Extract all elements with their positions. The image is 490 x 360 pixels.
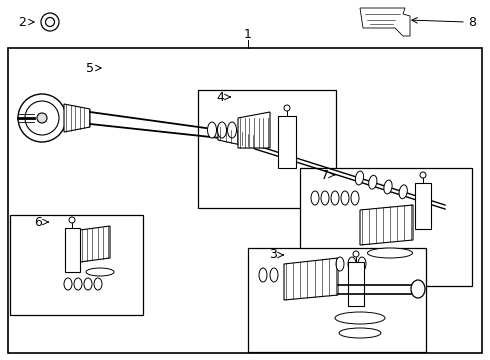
Polygon shape <box>284 258 338 300</box>
Ellipse shape <box>207 122 217 138</box>
Ellipse shape <box>270 268 278 282</box>
Text: 2: 2 <box>18 15 26 28</box>
Ellipse shape <box>351 191 359 205</box>
Ellipse shape <box>358 257 366 271</box>
Bar <box>10 215 143 315</box>
Text: 7: 7 <box>321 168 329 181</box>
Polygon shape <box>64 104 90 132</box>
Polygon shape <box>360 8 410 36</box>
Ellipse shape <box>335 312 385 324</box>
Ellipse shape <box>64 278 72 290</box>
Ellipse shape <box>384 180 392 194</box>
Circle shape <box>46 18 54 27</box>
Circle shape <box>18 94 66 142</box>
Circle shape <box>69 217 75 223</box>
Bar <box>278 116 296 168</box>
Circle shape <box>25 101 59 135</box>
Ellipse shape <box>368 175 377 189</box>
Bar <box>248 248 426 352</box>
Ellipse shape <box>336 257 344 271</box>
Polygon shape <box>10 62 224 165</box>
Polygon shape <box>238 112 270 148</box>
Text: 1: 1 <box>244 27 252 41</box>
Bar <box>65 228 80 272</box>
Ellipse shape <box>368 248 413 258</box>
Polygon shape <box>198 90 336 208</box>
Ellipse shape <box>94 278 102 290</box>
Ellipse shape <box>331 191 339 205</box>
Polygon shape <box>360 205 413 245</box>
Circle shape <box>37 113 47 123</box>
Ellipse shape <box>86 268 114 276</box>
Circle shape <box>353 251 359 257</box>
Text: 4: 4 <box>216 90 224 104</box>
Ellipse shape <box>227 122 237 138</box>
Bar <box>8 48 482 353</box>
Ellipse shape <box>355 171 364 185</box>
Text: 3: 3 <box>269 248 277 261</box>
Ellipse shape <box>348 257 356 271</box>
Ellipse shape <box>84 278 92 290</box>
Text: 6: 6 <box>34 216 42 229</box>
Bar <box>300 168 472 286</box>
Ellipse shape <box>321 191 329 205</box>
Ellipse shape <box>259 268 267 282</box>
Ellipse shape <box>74 278 82 290</box>
Ellipse shape <box>411 280 425 298</box>
Ellipse shape <box>311 191 319 205</box>
Ellipse shape <box>339 328 381 338</box>
Bar <box>348 262 364 306</box>
Ellipse shape <box>399 185 407 199</box>
Bar <box>415 183 431 229</box>
Circle shape <box>41 13 59 31</box>
Ellipse shape <box>218 122 226 138</box>
Circle shape <box>284 105 290 111</box>
Text: 5: 5 <box>86 62 94 75</box>
Ellipse shape <box>341 191 349 205</box>
Polygon shape <box>80 226 110 262</box>
Text: 8: 8 <box>468 15 476 28</box>
Polygon shape <box>64 104 90 132</box>
Polygon shape <box>218 126 255 148</box>
Circle shape <box>420 172 426 178</box>
